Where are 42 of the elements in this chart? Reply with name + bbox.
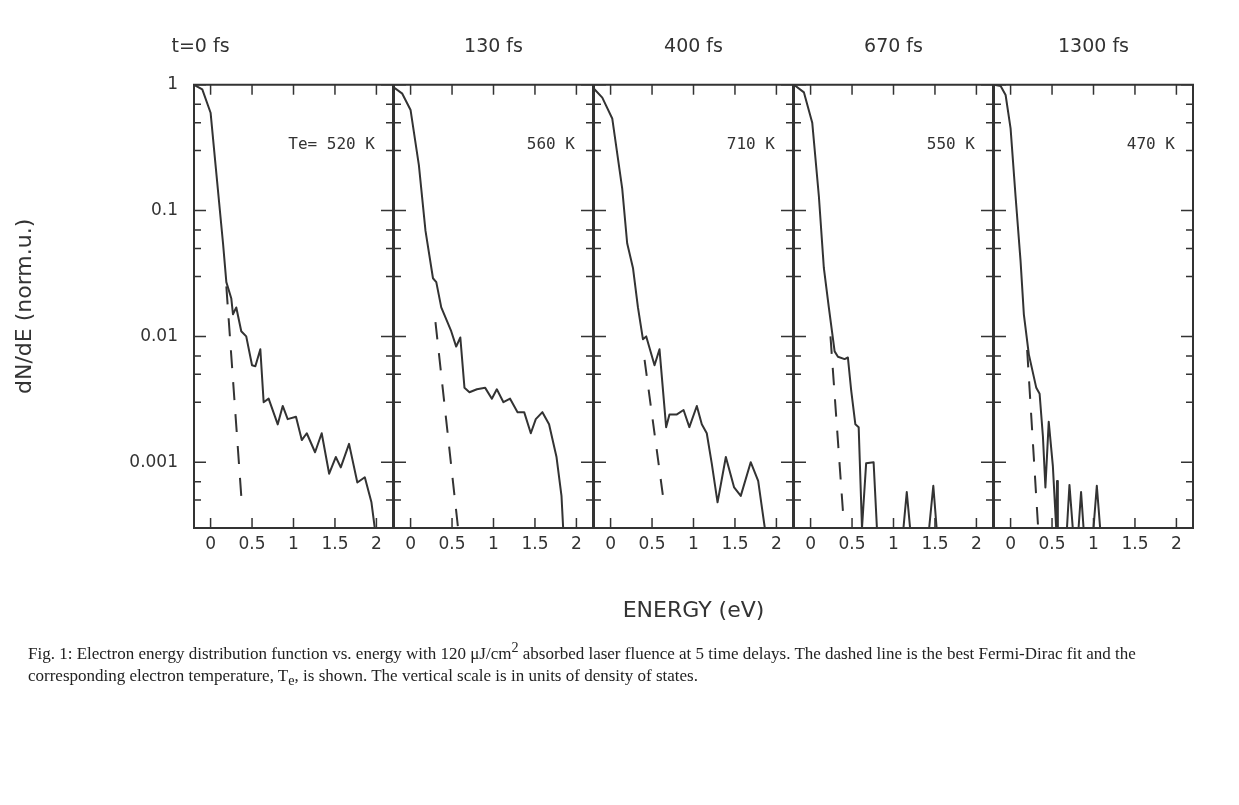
y-tick-label: 0.1 (150, 199, 178, 220)
x-tick-label: 0.5 (438, 532, 466, 553)
x-tick-label: 0.5 (238, 532, 266, 553)
x-tick-label: 2 (371, 532, 382, 553)
y-axis-title: dN/dE (norm.u.) (10, 218, 36, 395)
chart-title: 400 fs (664, 34, 723, 57)
x-tick-label: 0 (1005, 532, 1016, 553)
x-tick-label: 1.5 (1121, 532, 1149, 553)
annotation: 560 K (526, 133, 576, 153)
chart-title: 670 fs (864, 34, 923, 57)
text: Fig. 1: Electron energy distribution function vs. energy with 120 μJ/cm$^{2}$ absorbed laser fluence at 5 time delays. The dashed line is the best Fermi-Dirac fit and the corresponding electron temperature, T$_{e}$, is shown. The vertical scale is in units of density of states. (28, 639, 1136, 689)
x-tick-label: 0.5 (838, 532, 866, 553)
y-tick-label: 0.01 (140, 324, 178, 345)
x-tick-label: 2 (571, 532, 582, 553)
x-tick-label: 1.5 (521, 532, 549, 553)
x-tick-label: 1 (488, 532, 499, 553)
annotation: Te= 520 K (288, 133, 376, 153)
x-tick-label: 0 (805, 532, 816, 553)
x-tick-label: 2 (971, 532, 982, 553)
x-tick-label: 1.5 (921, 532, 949, 553)
y-tick-label: 1 (167, 73, 178, 94)
x-tick-label: 1 (888, 532, 899, 553)
x-tick-label: 1 (288, 532, 299, 553)
chart-title: 1300 fs (1058, 34, 1129, 57)
x-tick-label: 1 (1088, 532, 1099, 553)
annotation: 470 K (1126, 133, 1176, 153)
x-axis-title: ENERGY (eV) (622, 596, 765, 622)
x-tick-label: 1.5 (721, 532, 749, 553)
annotation: 710 K (726, 133, 776, 153)
chart-title: 130 fs (464, 34, 523, 57)
x-tick-label: 1 (688, 532, 699, 553)
y-tick-label: 0.001 (129, 450, 178, 471)
x-tick-label: 1.5 (321, 532, 349, 553)
x-tick-label: 0.5 (638, 532, 666, 553)
x-tick-label: 0 (205, 532, 216, 553)
x-tick-label: 0 (405, 532, 416, 553)
x-tick-label: 0.5 (1038, 532, 1066, 553)
chart-title: t=0 fs (171, 34, 230, 57)
x-tick-label: 2 (771, 532, 782, 553)
x-tick-label: 2 (1171, 532, 1182, 553)
x-tick-label: 0 (605, 532, 616, 553)
annotation: 550 K (926, 133, 976, 153)
